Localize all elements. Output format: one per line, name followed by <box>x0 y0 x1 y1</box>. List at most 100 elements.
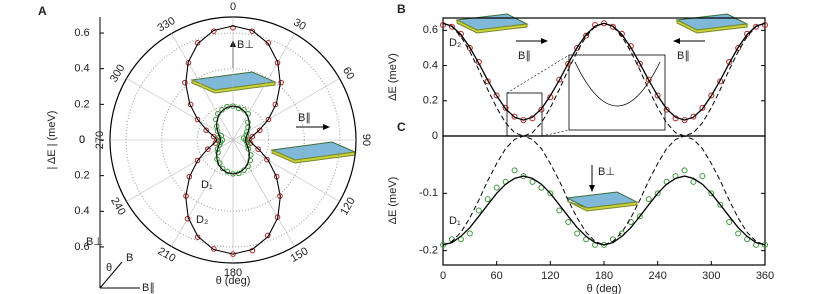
data-point <box>663 106 670 113</box>
x-tick-label: 120 <box>541 270 559 282</box>
data-point <box>249 28 255 34</box>
data-point <box>245 119 251 126</box>
data-point <box>708 92 715 99</box>
data-point <box>529 178 536 185</box>
spoke <box>232 78 340 141</box>
panel-label: A <box>38 4 47 18</box>
fit-line <box>442 175 766 246</box>
data-point <box>681 167 688 174</box>
crystal <box>455 13 529 34</box>
theta-tick-label: 180 <box>224 267 242 279</box>
data-point <box>609 23 616 30</box>
spoke <box>232 33 295 141</box>
data-point <box>681 117 688 124</box>
data-point <box>601 20 607 27</box>
x-axis-label: θ (deg) <box>587 283 622 294</box>
data-point <box>708 190 715 197</box>
data-point <box>264 232 271 239</box>
data-point <box>565 60 572 67</box>
fit-line <box>185 25 281 255</box>
data-point <box>274 60 281 66</box>
inset-axis-label: B⊥ <box>86 236 103 248</box>
panel-label: C <box>397 120 406 134</box>
r-tick-label: 0.4 <box>74 205 89 217</box>
data-point <box>645 76 652 83</box>
x-tick-label: 60 <box>491 270 503 282</box>
spoke <box>232 139 295 247</box>
data-point <box>257 127 263 134</box>
crystal <box>565 191 639 212</box>
arrow-head <box>589 185 595 192</box>
data-point <box>717 201 724 208</box>
y-axis-label: ΔE (meV) <box>387 177 399 225</box>
x-tick-label: 180 <box>595 270 613 282</box>
r-tick-label: 0.6 <box>74 241 89 253</box>
data-point <box>448 23 455 30</box>
data-point <box>538 106 545 113</box>
series-label: D₁ <box>449 215 461 227</box>
data-point <box>547 190 554 197</box>
field-label: B∥ <box>298 112 311 124</box>
plots: A 0 0 0.2 0.2 0.4 0.4 0.6 0.6 | ΔE | (meV) 0 30 60 90… <box>38 1 774 294</box>
r-tick-label: 0.6 <box>74 27 89 39</box>
crystal <box>190 71 277 94</box>
y-tick-label: 0 <box>432 130 438 142</box>
x-tick-label: 0 <box>440 270 446 282</box>
data-point <box>645 196 652 203</box>
data-point <box>735 230 742 237</box>
data-point <box>511 113 518 120</box>
series-label: D₂ <box>196 214 208 226</box>
r-axis-label: | ΔE | (meV) <box>46 111 58 170</box>
data-point <box>475 207 482 214</box>
field-label: B∥ <box>677 50 690 62</box>
theta-tick-label: 270 <box>94 131 106 149</box>
data-point <box>654 92 661 99</box>
arrow-head <box>541 38 548 44</box>
zoom-line <box>541 129 570 137</box>
r-tick-label: 0.2 <box>74 170 89 182</box>
data-point <box>654 190 661 197</box>
fit-line <box>216 105 250 175</box>
data-point <box>265 116 272 123</box>
data-point <box>511 167 518 174</box>
data-point <box>762 241 768 248</box>
data-point <box>726 219 733 225</box>
data-point <box>215 149 221 156</box>
data-point <box>274 214 281 220</box>
data-point <box>247 157 253 164</box>
data-point <box>182 79 188 86</box>
data-point <box>484 196 491 203</box>
r-tick-label: 0 <box>79 134 85 146</box>
inset-axis-label: θ <box>106 262 112 274</box>
arrow-head <box>673 38 680 44</box>
data-point <box>211 28 217 34</box>
field-label: B⊥ <box>598 166 615 178</box>
data-point <box>565 219 572 225</box>
spoke <box>171 139 234 247</box>
crystal <box>675 13 749 34</box>
inset-axis <box>99 261 123 289</box>
x-axis-label: θ (deg) <box>216 275 251 287</box>
field-label: B⊥ <box>237 39 254 51</box>
series-label: D₂ <box>449 37 461 49</box>
arrow-head <box>323 124 330 130</box>
data-point <box>194 157 201 164</box>
y-tick-label: 0.4 <box>423 59 438 71</box>
data-point <box>264 156 270 163</box>
dashed-line <box>442 135 766 246</box>
data-point <box>583 32 590 39</box>
data-point <box>493 184 500 191</box>
data-point <box>440 22 446 29</box>
data-point <box>493 92 500 99</box>
data-point <box>762 22 768 29</box>
zoom-inset <box>568 54 666 131</box>
data-point <box>556 76 563 83</box>
data-point <box>440 241 446 248</box>
field-label: B∥ <box>518 50 531 62</box>
x-tick-label: 300 <box>702 270 720 282</box>
data-point <box>205 146 211 152</box>
data-point <box>213 116 219 123</box>
y-tick-label: -0.2 <box>419 245 438 257</box>
series-label: D₁ <box>201 179 213 191</box>
